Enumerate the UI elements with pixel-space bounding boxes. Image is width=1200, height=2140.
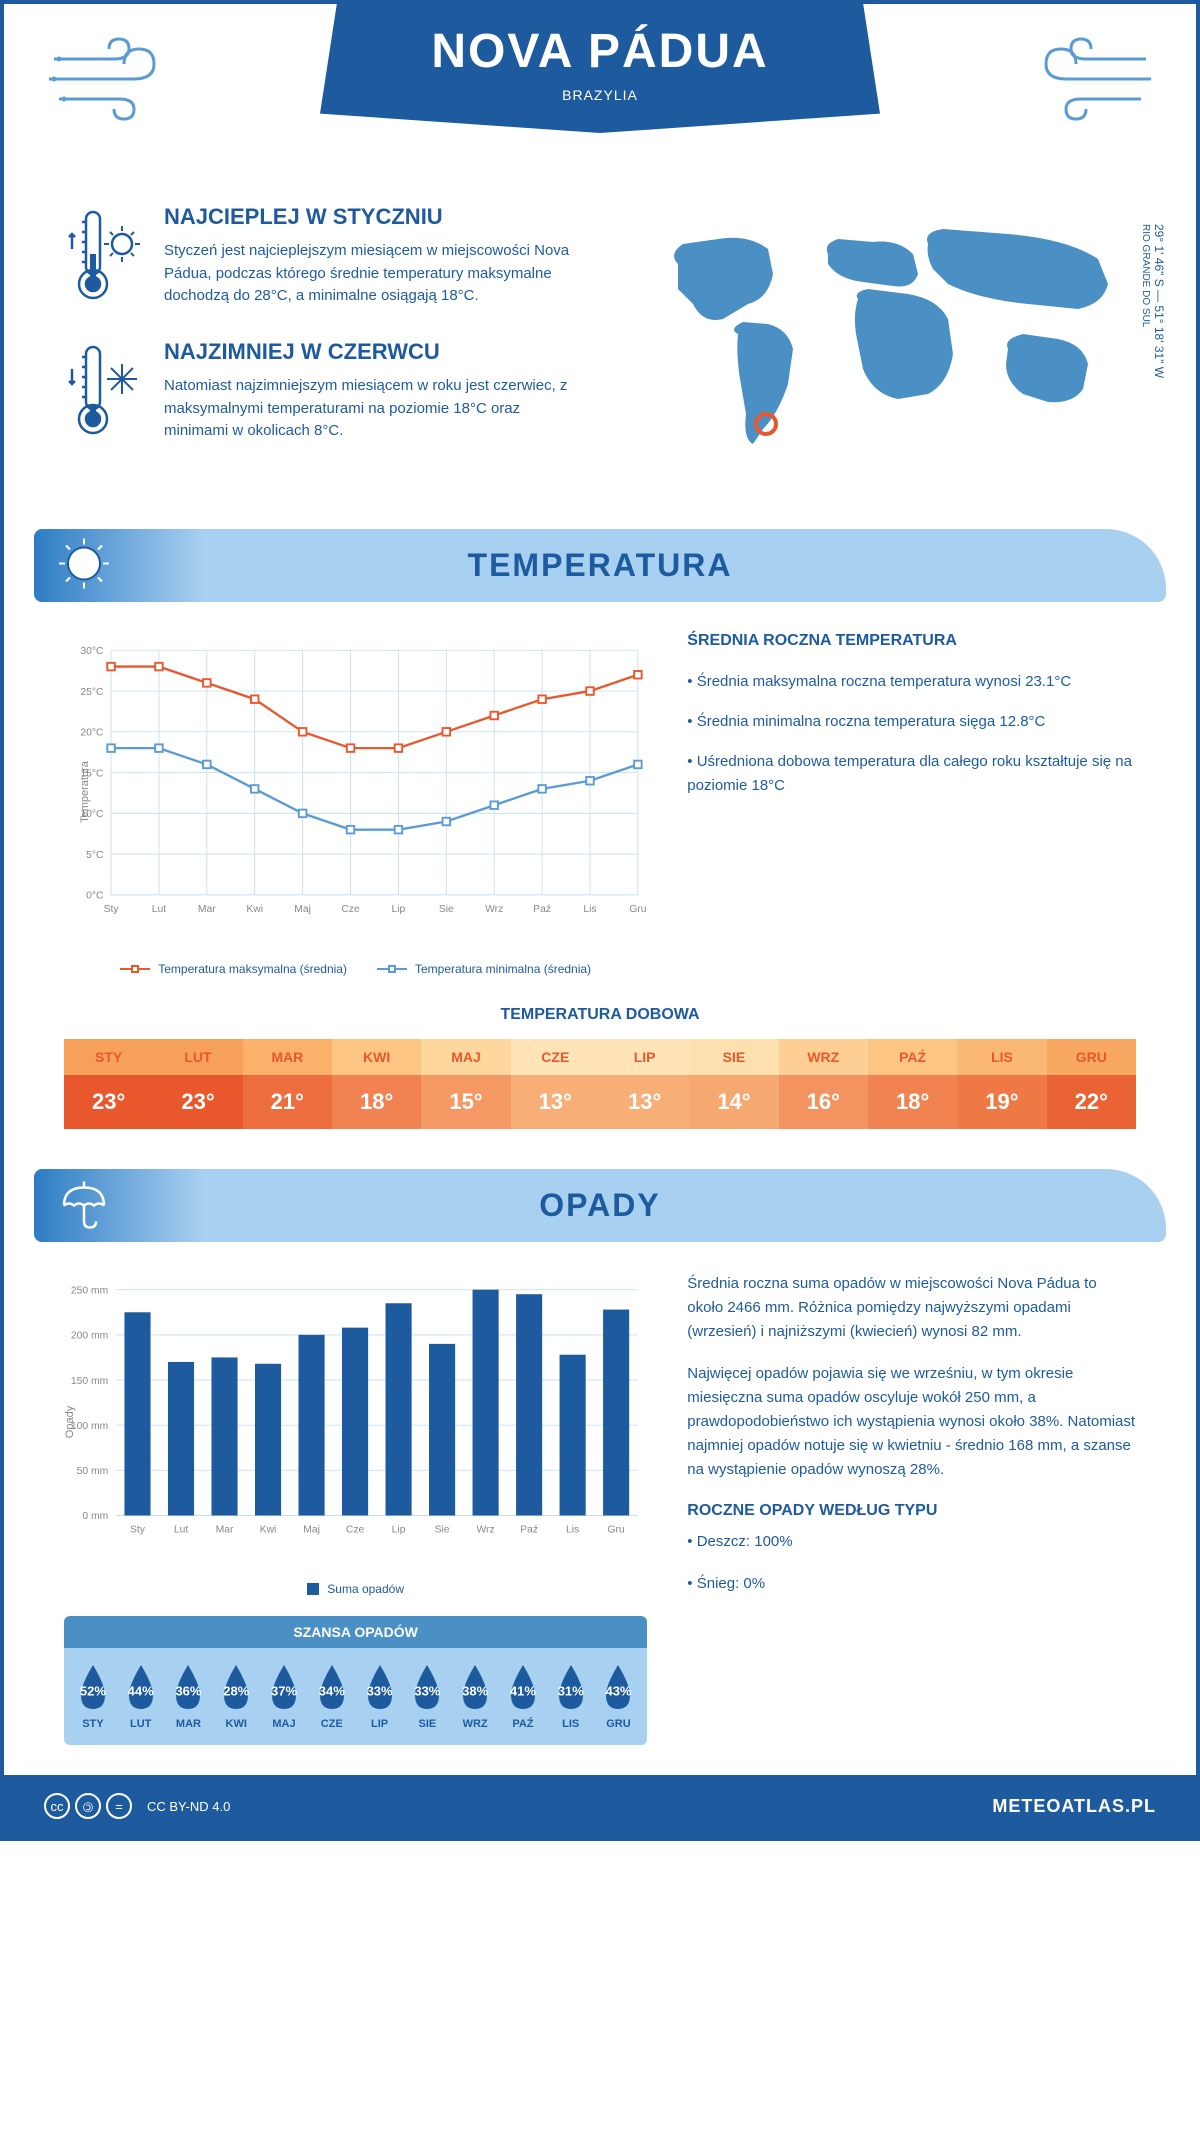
svg-text:Lut: Lut [152, 904, 166, 915]
precipitation-stats: Średnia roczna suma opadów w miejscowośc… [687, 1272, 1136, 1745]
svg-text:Lis: Lis [583, 904, 596, 915]
precipitation-section: Opady 0 mm50 mm100 mm150 mm200 mm250 mmS… [4, 1242, 1196, 1775]
svg-text:Mar: Mar [216, 1524, 234, 1535]
table-col: SIE 14° [689, 1039, 778, 1129]
header: NOVA PÁDUA BRAZYLIA [4, 4, 1196, 184]
page-title: NOVA PÁDUA [360, 24, 840, 79]
chance-item: 31% LIS [547, 1663, 595, 1730]
info-section: NAJCIEPLEJ W STYCZNIU Styczeń jest najci… [4, 184, 1196, 529]
table-col: STY 23° [64, 1039, 153, 1129]
coordinates: 29° 1' 46" S — 51° 18' 31" W RIO GRANDE … [1138, 224, 1166, 378]
chart-legend: Suma opadów [64, 1582, 647, 1596]
svg-text:100 mm: 100 mm [71, 1421, 108, 1432]
world-map: 29° 1' 46" S — 51° 18' 31" W RIO GRANDE … [620, 204, 1136, 489]
svg-text:Gru: Gru [608, 1524, 625, 1535]
svg-text:Sie: Sie [435, 1524, 450, 1535]
temperature-section-header: TEMPERATURA [34, 529, 1166, 602]
svg-text:Cze: Cze [341, 904, 360, 915]
daily-temperature-table: TEMPERATURA DOBOWA STY 23° LUT 23° MAR 2… [4, 1006, 1196, 1169]
chance-item: 33% SIE [403, 1663, 451, 1730]
svg-text:200 mm: 200 mm [71, 1331, 108, 1342]
svg-text:Kwi: Kwi [260, 1524, 277, 1535]
svg-text:Paź: Paź [533, 904, 551, 915]
title-banner: NOVA PÁDUA BRAZYLIA [320, 4, 880, 133]
warmest-title: NAJCIEPLEJ W STYCZNIU [164, 204, 580, 230]
chance-item: 44% LUT [117, 1663, 165, 1730]
svg-text:Wrz: Wrz [485, 904, 503, 915]
svg-text:25°C: 25°C [80, 687, 104, 698]
svg-text:0°C: 0°C [86, 891, 104, 902]
svg-text:Lip: Lip [392, 904, 406, 915]
wind-icon [44, 34, 164, 129]
chance-item: 37% MAJ [260, 1663, 308, 1730]
chance-item: 34% CZE [308, 1663, 356, 1730]
license-text: CC BY-ND 4.0 [147, 1799, 230, 1814]
chance-item: 43% GRU [595, 1663, 643, 1730]
chart-legend: Temperatura maksymalna (średnia) Tempera… [64, 962, 647, 976]
svg-text:Lut: Lut [174, 1524, 188, 1535]
svg-text:Kwi: Kwi [246, 904, 263, 915]
umbrella-icon [54, 1173, 114, 1238]
chance-item: 36% MAR [165, 1663, 213, 1730]
svg-text:20°C: 20°C [80, 728, 104, 739]
chance-item: 41% PAŹ [499, 1663, 547, 1730]
coldest-title: NAJZIMNIEJ W CZERWCU [164, 339, 580, 365]
coldest-text: Natomiast najzimniejszym miesiącem w rok… [164, 375, 580, 443]
svg-text:150 mm: 150 mm [71, 1376, 108, 1387]
warmest-text: Styczeń jest najcieplejszym miesiącem w … [164, 240, 580, 308]
chance-item: 38% WRZ [451, 1663, 499, 1730]
svg-text:Lip: Lip [392, 1524, 406, 1535]
cc-icons: cc 🄯 = [44, 1793, 132, 1819]
table-col: PAŹ 18° [868, 1039, 957, 1129]
table-col: MAR 21° [243, 1039, 332, 1129]
svg-text:Paź: Paź [520, 1524, 538, 1535]
chance-item: 52% STY [69, 1663, 117, 1730]
site-name: METEOATLAS.PL [992, 1796, 1156, 1817]
precipitation-chance-table: SZANSA OPADÓW 52% STY 44% LUT 36% MAR 28… [64, 1616, 647, 1745]
svg-text:0 mm: 0 mm [82, 1511, 108, 1522]
sun-icon [54, 533, 114, 598]
svg-text:30°C: 30°C [80, 646, 104, 657]
temperature-stats: ŚREDNIA ROCZNA TEMPERATURA • Średnia mak… [687, 632, 1136, 976]
svg-text:Cze: Cze [346, 1524, 365, 1535]
table-col: WRZ 16° [779, 1039, 868, 1129]
svg-text:Mar: Mar [198, 904, 216, 915]
page-subtitle: BRAZYLIA [360, 87, 840, 103]
svg-text:250 mm: 250 mm [71, 1285, 108, 1296]
svg-text:Lis: Lis [566, 1524, 579, 1535]
svg-text:Sty: Sty [104, 904, 120, 915]
precipitation-bar-chart: Opady 0 mm50 mm100 mm150 mm200 mm250 mmS… [64, 1272, 647, 1572]
footer: cc 🄯 = CC BY-ND 4.0 METEOATLAS.PL [4, 1775, 1196, 1837]
precipitation-section-header: OPADY [34, 1169, 1166, 1242]
section-title: TEMPERATURA [74, 547, 1126, 584]
svg-text:5°C: 5°C [86, 850, 104, 861]
table-col: LIS 19° [957, 1039, 1046, 1129]
infographic-page: NOVA PÁDUA BRAZYLIA NAJCIEPLEJ W STYCZNI… [0, 0, 1200, 1841]
table-col: KWI 18° [332, 1039, 421, 1129]
svg-text:Sty: Sty [130, 1524, 146, 1535]
svg-text:Wrz: Wrz [477, 1524, 495, 1535]
warmest-block: NAJCIEPLEJ W STYCZNIU Styczeń jest najci… [64, 204, 580, 309]
wind-icon [1036, 34, 1156, 129]
table-col: LUT 23° [153, 1039, 242, 1129]
climate-summary: NAJCIEPLEJ W STYCZNIU Styczeń jest najci… [64, 204, 580, 489]
table-col: MAJ 15° [421, 1039, 510, 1129]
chance-item: 28% KWI [212, 1663, 260, 1730]
table-col: GRU 22° [1047, 1039, 1136, 1129]
svg-text:Maj: Maj [303, 1524, 320, 1535]
temperature-section: Temperatura 0°C5°C10°C15°C20°C25°C30°CSt… [4, 602, 1196, 1006]
temperature-line-chart: Temperatura 0°C5°C10°C15°C20°C25°C30°CSt… [64, 632, 647, 952]
svg-text:Sie: Sie [439, 904, 454, 915]
coldest-block: NAJZIMNIEJ W CZERWCU Natomiast najzimnie… [64, 339, 580, 444]
table-col: LIP 13° [600, 1039, 689, 1129]
thermometer-cold-icon [64, 339, 144, 444]
svg-text:Gru: Gru [629, 904, 646, 915]
svg-text:Maj: Maj [294, 904, 311, 915]
section-title: OPADY [74, 1187, 1126, 1224]
chance-item: 33% LIP [356, 1663, 404, 1730]
table-col: CZE 13° [511, 1039, 600, 1129]
svg-text:50 mm: 50 mm [77, 1466, 109, 1477]
thermometer-hot-icon [64, 204, 144, 309]
